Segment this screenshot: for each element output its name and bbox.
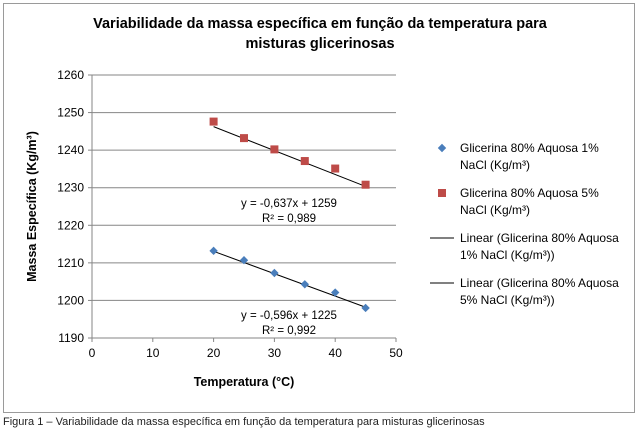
trendline-equation: y = -0,596x + 1225 (241, 310, 337, 322)
trendline-equation: y = -0,637x + 1259 (241, 198, 337, 210)
y-tick-label: 1260 (57, 68, 84, 82)
y-tick-label: 1230 (57, 181, 84, 195)
data-point (331, 288, 340, 297)
legend-marker (438, 189, 446, 197)
data-point (331, 164, 340, 173)
chart-title-line: Variabilidade da massa específica em fun… (93, 16, 548, 32)
data-point (300, 157, 309, 166)
data-point (270, 268, 279, 278)
legend-label: Glicerina 80% Aquosa 1% (460, 141, 599, 155)
y-tick-label: 1210 (57, 256, 84, 270)
chart-frame: Variabilidade da massa específica em fun… (3, 3, 635, 413)
y-tick-label: 1220 (57, 218, 84, 232)
legend-label: Linear (Glicerina 80% Aquosa (460, 276, 619, 290)
data-point (361, 303, 370, 313)
legend-label: NaCl (Kg/m³) (460, 203, 530, 217)
x-axis-label: Temperatura (°C) (194, 375, 295, 389)
legend-label: NaCl (Kg/m³) (460, 158, 530, 172)
trendline (213, 126, 366, 187)
chart-title-line: misturas glicerinosas (245, 36, 394, 52)
trendline-r2: R² = 0,989 (262, 213, 316, 225)
legend-label: Glicerina 80% Aquosa 5% (460, 186, 599, 200)
legend-label: 1% NaCl (Kg/m³)) (460, 248, 555, 262)
legend-label: 5% NaCl (Kg/m³)) (460, 293, 555, 307)
x-tick-label: 50 (389, 346, 403, 360)
x-tick-label: 10 (146, 346, 160, 360)
y-tick-label: 1200 (57, 293, 84, 307)
x-tick-label: 20 (207, 346, 221, 360)
x-tick-label: 40 (329, 346, 343, 360)
data-point (239, 256, 249, 265)
trendline-r2: R² = 0,992 (262, 325, 316, 337)
data-point (209, 246, 218, 256)
data-point (300, 280, 309, 289)
y-tick-label: 1240 (57, 143, 84, 157)
y-tick-label: 1190 (58, 331, 84, 345)
data-point (209, 117, 218, 126)
scatter-chart: Variabilidade da massa específica em fun… (25, 16, 619, 389)
legend-marker (437, 143, 447, 153)
data-point (361, 180, 370, 189)
x-tick-label: 0 (89, 346, 96, 360)
figure-caption: Figura 1 – Variabilidade da massa especí… (3, 416, 485, 428)
data-point (240, 134, 248, 143)
x-tick-label: 30 (268, 346, 282, 360)
y-axis-label: Massa Específica (Kg/m³) (25, 131, 39, 282)
y-tick-label: 1250 (57, 106, 84, 120)
trendline (213, 250, 366, 308)
data-point (270, 145, 279, 154)
legend-label: Linear (Glicerina 80% Aquosa (460, 231, 619, 245)
